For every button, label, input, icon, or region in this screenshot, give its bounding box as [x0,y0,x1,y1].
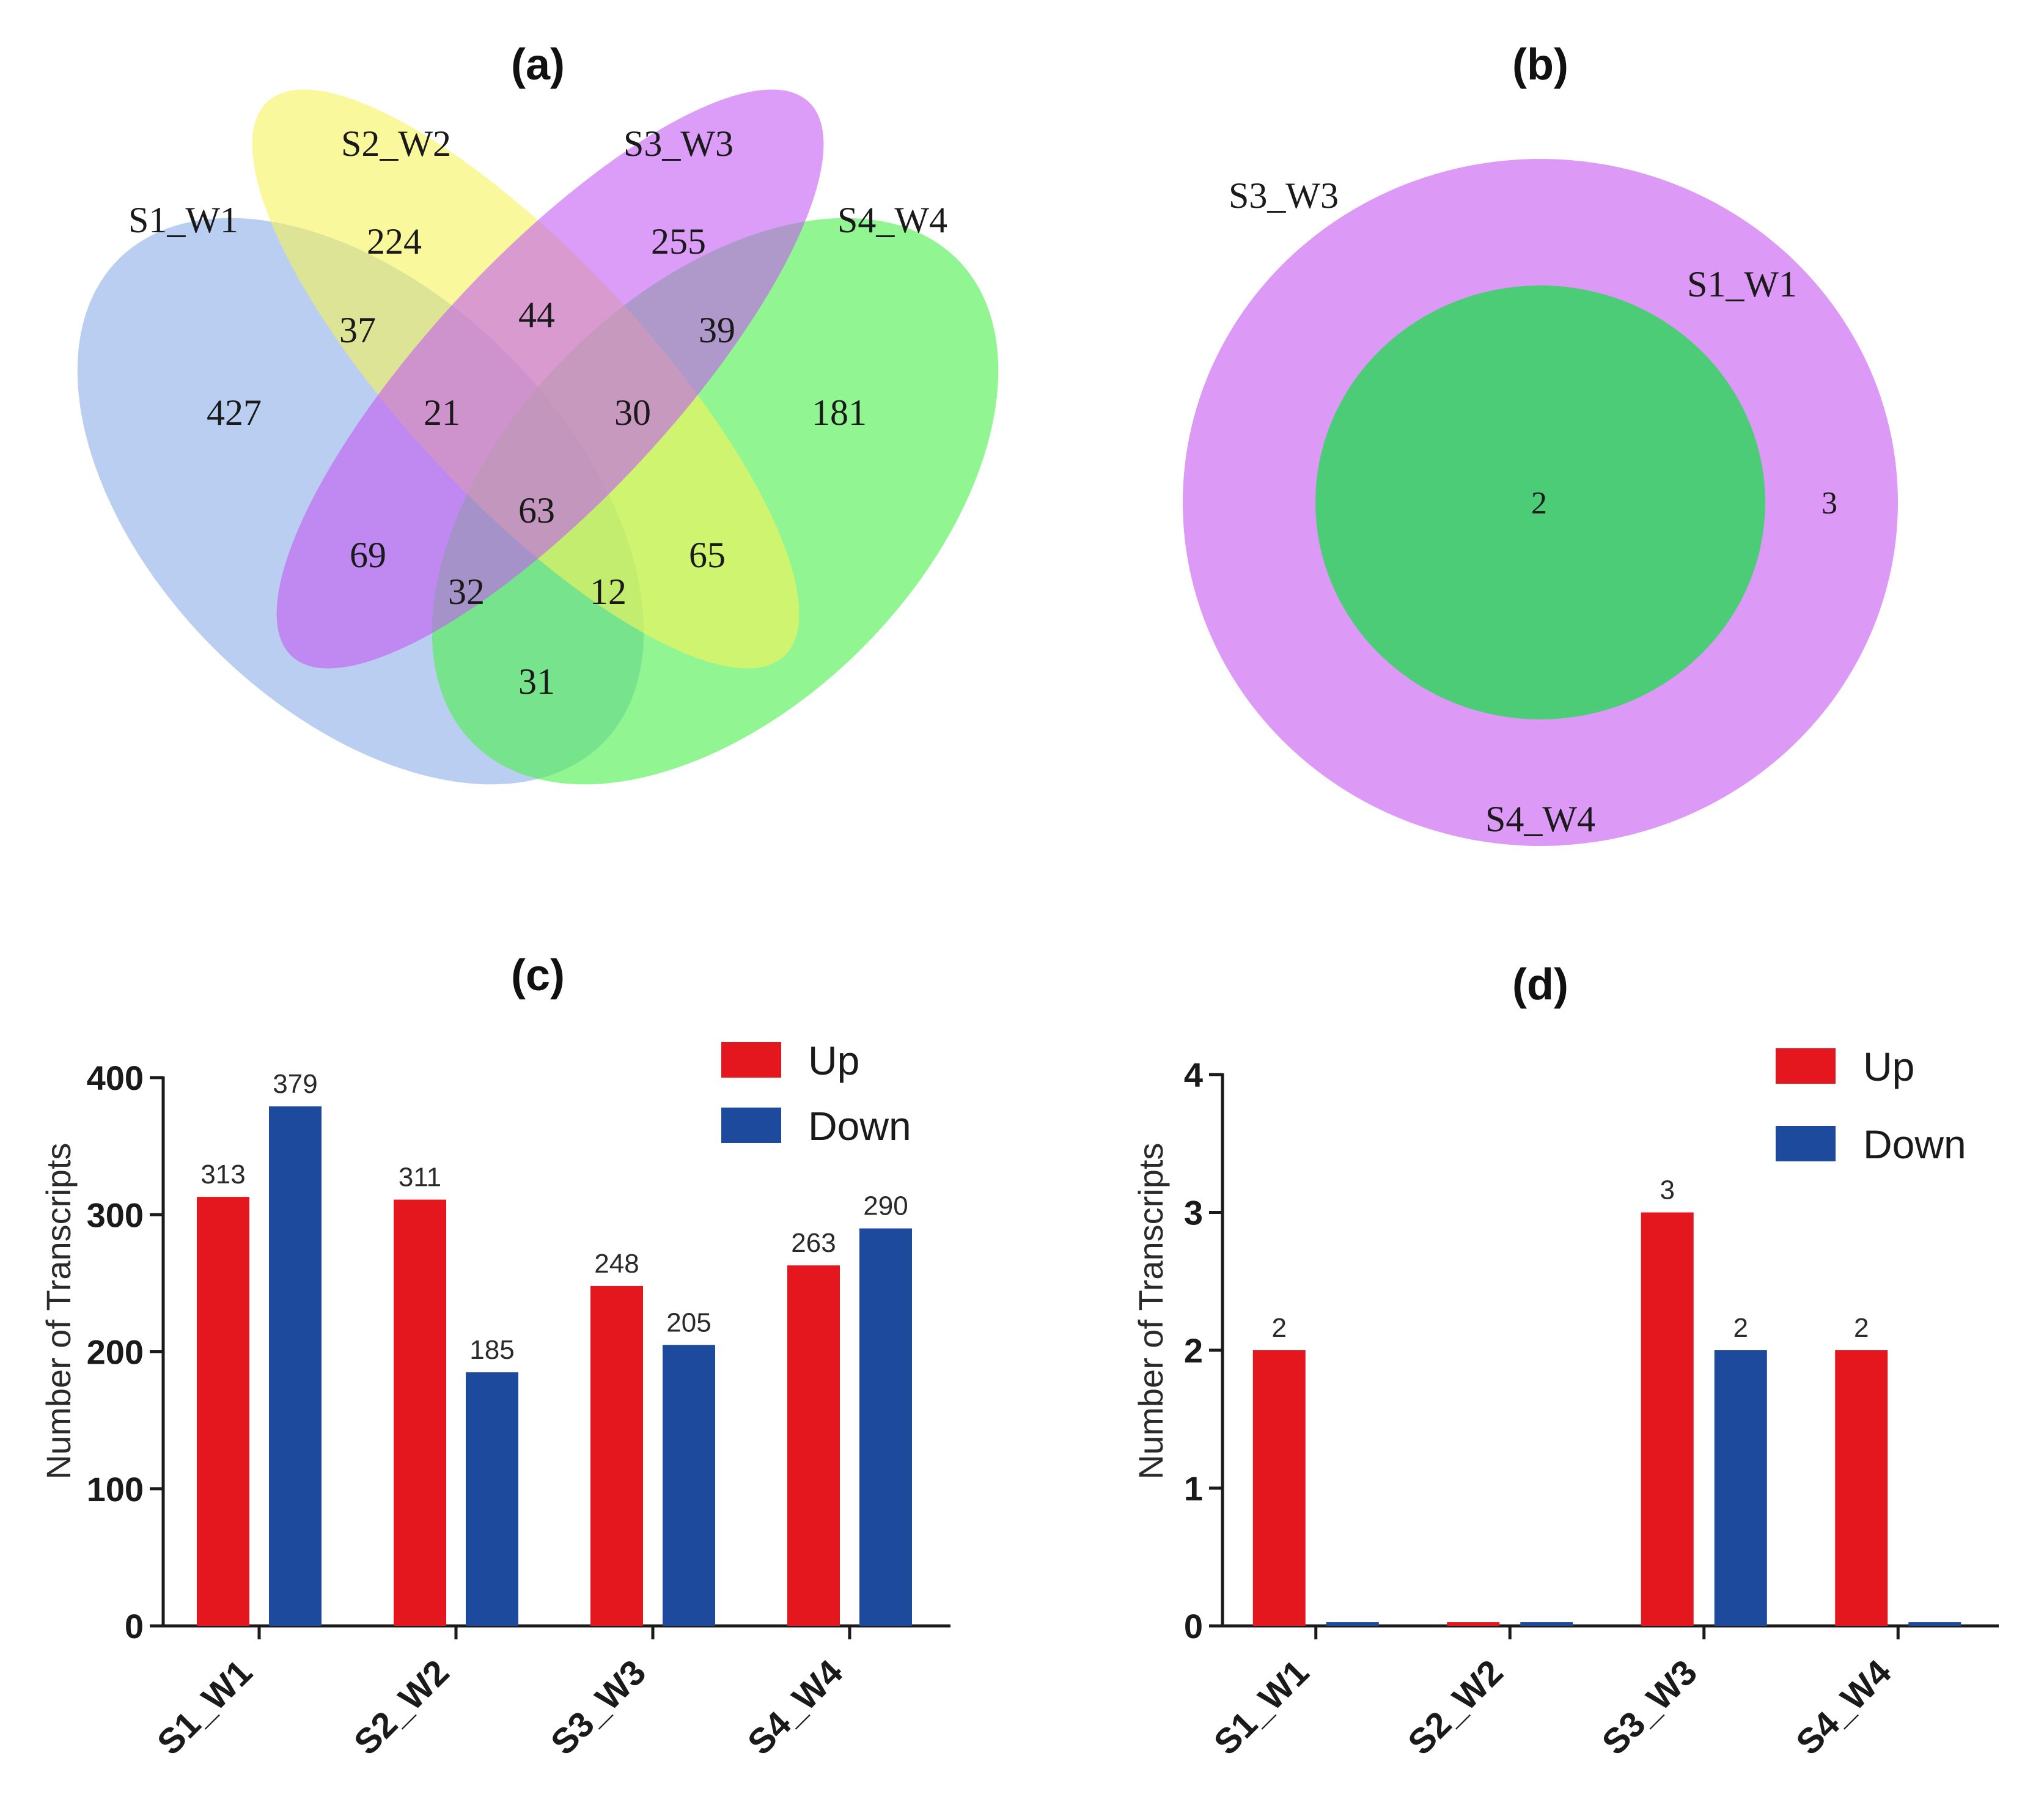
panel-d-x-tick-label: S1_W1 [1206,1652,1316,1762]
panel-a-venn: (a) S1_W1 S2_W2 S3_W3 S4_W4 427 224 255 … [77,40,999,785]
venn-a-label-s2-w2: S2_W2 [341,123,451,164]
venn-a-label-s3-w3: S3_W3 [623,123,733,164]
panel-c-bar-up [394,1199,446,1626]
venn-a-count-only-s1: 427 [207,392,262,433]
panel-d-data-label: 3 [1660,1175,1675,1205]
panel-c-y-tick-label: 0 [125,1607,144,1645]
panel-d-y-tick-label: 4 [1184,1056,1203,1094]
panel-c-bar-down [466,1372,518,1626]
venn-a-count-s2-s3-s4: 30 [614,392,651,433]
panel-c-data-label: 185 [469,1335,514,1365]
venn-a-count-all: 63 [518,490,555,531]
panel-c-y-tick-label: 400 [87,1059,144,1097]
panel-c-x-tick-label: S3_W3 [543,1652,653,1762]
panel-c-bar-up [787,1265,840,1626]
venn-a-count-s1-s4: 31 [518,661,555,702]
panel-c-bar-down [663,1345,715,1626]
venn-a-count-s2-s3: 44 [518,295,555,335]
panel-c-bar-down [269,1106,322,1626]
panel-c-y-tick-label: 200 [87,1333,144,1372]
venn-b-count-outer: 3 [1822,486,1837,521]
panel-d-bar-up [1447,1622,1500,1626]
panel-d-x-tick-label: S2_W2 [1400,1652,1510,1762]
venn-a-ellipse-s3-w3 [276,89,824,669]
panel-c-bar-chart: (c) Number of Transcripts 0 100 200 300 400 S… [39,951,950,1763]
panel-c-x-tick-label: S1_W1 [150,1652,260,1762]
venn-b-label-s3-w3: S3_W3 [1229,175,1339,216]
panel-c-legend-down-label: Down [808,1103,911,1149]
panel-c-plot-area: 0 100 200 300 400 S1_W1 313 379 S2_W2 311 185 S3_W3… [87,1059,950,1763]
venn-a-count-only-s3: 255 [651,221,706,262]
panel-d-bar-chart: (d) Number of Transcripts 0 1 2 3 4 S1_W1 2 S2_… [1131,960,1999,1763]
venn-b-inner-circle [1315,285,1765,719]
venn-a-count-only-s2: 224 [367,221,422,262]
panel-d-bar-up [1835,1350,1888,1626]
panel-c-y-axis-title: Number of Transcripts [39,1143,78,1480]
panel-d-x-tick-label: S4_W4 [1789,1652,1899,1762]
venn-a-count-s1-s2-s3: 21 [424,392,460,433]
panel-d-bar-up [1641,1212,1694,1626]
panel-c-legend-up-label: Up [808,1038,859,1083]
panel-c-x-tick-label: S2_W2 [347,1652,457,1762]
panel-d-y-tick-label: 1 [1184,1469,1203,1508]
panel-c-bar-up [197,1197,249,1626]
panel-d-x-tick-label: S3_W3 [1594,1652,1704,1762]
panel-c-bar-down [859,1228,912,1626]
panel-c-x-tick-label: S4_W4 [740,1652,850,1762]
panel-d-y-tick-label: 2 [1184,1331,1203,1370]
panel-c-data-label: 205 [666,1307,711,1337]
panel-d-legend: Up Down [1776,1044,1966,1167]
panel-d-data-label: 2 [1854,1313,1869,1343]
panel-c-data-label: 290 [863,1191,908,1221]
panel-c-y-tick-label: 100 [87,1470,144,1509]
venn-a-label-s1-w1: S1_W1 [128,200,238,240]
panel-d-bar-down [1326,1622,1379,1626]
venn-a-count-only-s4: 181 [812,392,867,433]
panel-b-title: (b) [1512,40,1568,89]
panel-b-venn: (b) S3_W3 S4_W4 S1_W1 2 3 [1183,40,1898,846]
panel-c-data-label: 313 [200,1160,245,1189]
panel-d-bar-down [1714,1350,1767,1626]
panel-d-data-label: 2 [1733,1313,1748,1343]
panel-d-legend-up-swatch [1776,1048,1836,1084]
panel-c-data-label: 379 [273,1069,317,1099]
panel-d-y-axis-title: Number of Transcripts [1131,1143,1170,1480]
panel-c-data-label: 311 [399,1163,441,1193]
panel-d-legend-down-label: Down [1863,1122,1966,1167]
panel-d-y-tick-label: 3 [1184,1194,1203,1232]
venn-a-count-s1-s3-s4: 32 [448,572,485,612]
venn-b-label-s4-w4: S4_W4 [1485,799,1595,839]
panel-c-legend: Up Down [721,1038,911,1149]
panel-d-legend-up-label: Up [1863,1044,1914,1089]
panel-d-data-label: 2 [1272,1313,1287,1343]
venn-a-count-s3-s4: 39 [699,310,735,350]
venn-a-count-s2-s4: 65 [689,535,726,575]
venn-a-count-s1-s3: 69 [350,535,386,575]
venn-b-label-s1-w1: S1_W1 [1687,264,1797,304]
panel-a-title: (a) [511,40,565,89]
panel-c-bar-up [590,1285,643,1626]
panel-c-legend-down-swatch [721,1108,781,1143]
panel-d-title: (d) [1512,960,1568,1009]
panel-c-title: (c) [511,951,565,1000]
panel-d-bar-up [1252,1350,1306,1626]
venn-a-count-s1-s2: 37 [339,310,376,350]
panel-c-data-label: 263 [791,1228,836,1258]
panel-d-bar-down [1520,1622,1573,1626]
panel-d-legend-down-swatch [1776,1126,1836,1161]
venn-a-count-s1-s2-s4: 12 [590,572,627,612]
panel-c-data-label: 248 [594,1249,639,1279]
panel-c-legend-up-swatch [721,1042,781,1078]
venn-b-count-inner: 2 [1531,486,1547,521]
panel-d-bar-down [1908,1622,1961,1626]
panel-d-y-tick-label: 0 [1184,1607,1203,1645]
venn-a-label-s4-w4: S4_W4 [837,200,947,240]
panel-c-y-tick-label: 300 [87,1196,144,1234]
